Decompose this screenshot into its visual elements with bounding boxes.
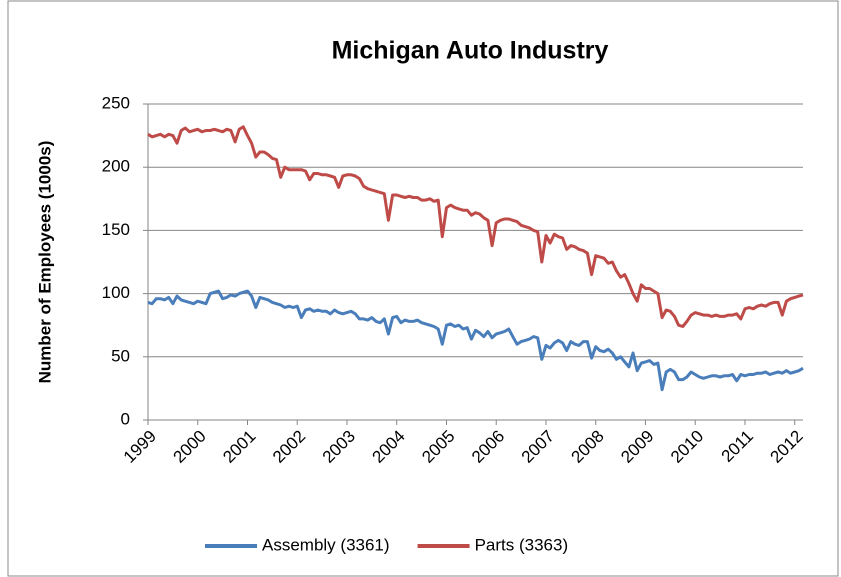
y-tick-label: 100 (102, 283, 130, 302)
y-tick-label: 0 (121, 409, 130, 428)
y-tick-label: 200 (102, 157, 130, 176)
y-tick-label: 250 (102, 93, 130, 112)
chart-title: Michigan Auto Industry (332, 37, 609, 65)
series-line (147, 289, 804, 392)
y-axis-label: Number of Employees (1000s) (35, 141, 54, 384)
series-line (147, 125, 804, 328)
legend-label: Assembly (3361) (262, 535, 390, 554)
legend-label: Parts (3363) (475, 535, 569, 554)
y-tick-label: 150 (102, 220, 130, 239)
y-tick-label: 50 (111, 346, 130, 365)
chart-border (7, 0, 839, 577)
